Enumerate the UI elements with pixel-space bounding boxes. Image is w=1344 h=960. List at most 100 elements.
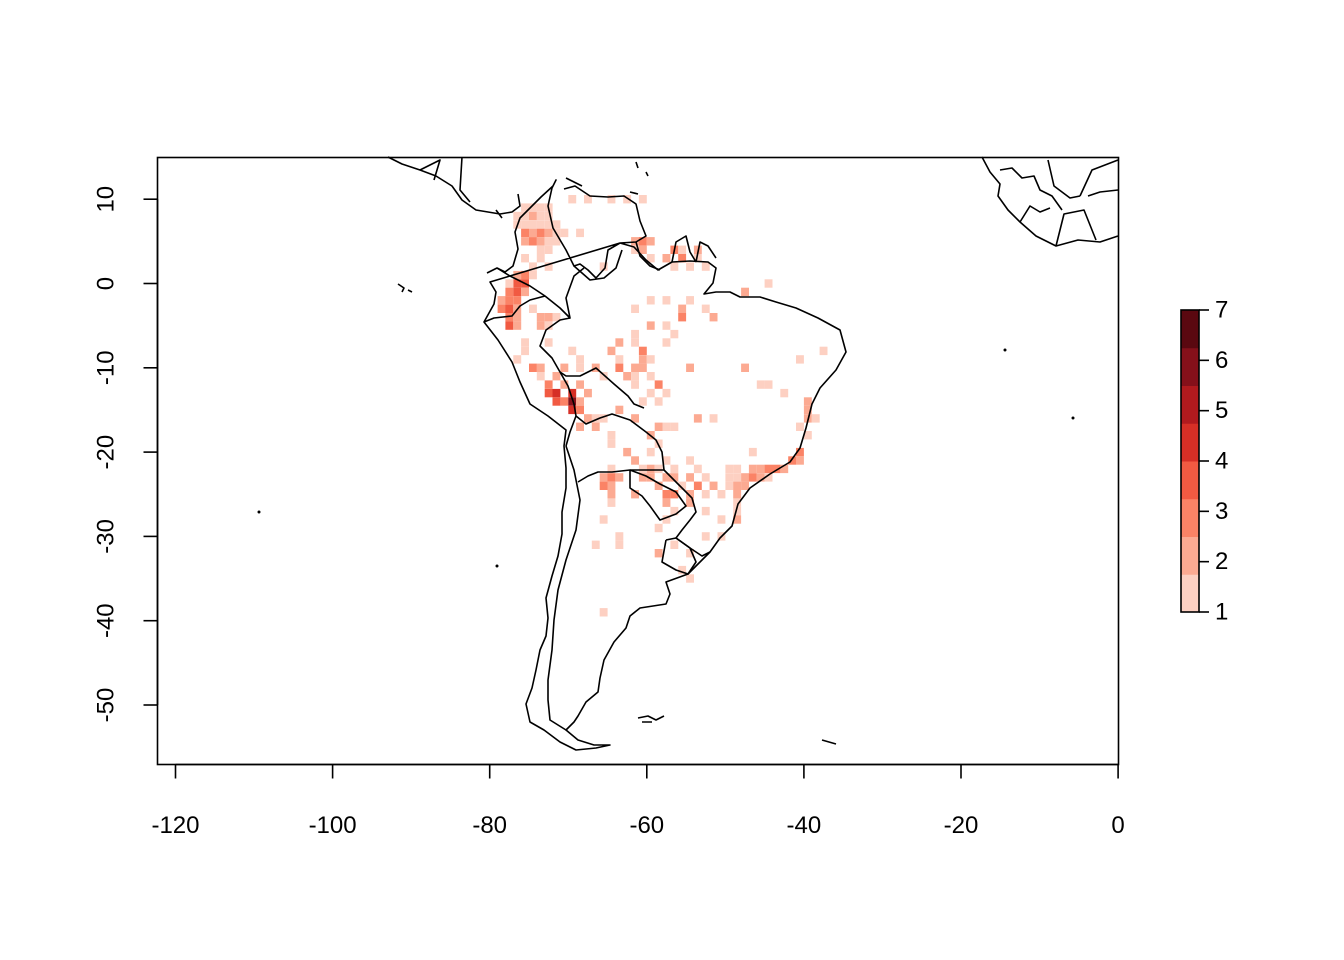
raster-cell [654,464,663,474]
raster-cell [497,304,506,313]
raster-cell [662,456,671,465]
raster-cell [638,195,647,204]
raster-cell [686,498,694,507]
raster-cell [686,490,694,499]
raster-cell [686,456,694,465]
y-tick-label: -30 [93,519,120,554]
raster-cell [529,363,537,372]
legend-swatch [1181,498,1199,537]
raster-cell [544,237,553,246]
raster-cell [584,388,592,398]
raster-cell [529,211,537,221]
raster-cell [615,540,624,549]
raster-cell [756,464,765,474]
raster-cell [796,355,804,364]
raster-cell [513,287,522,297]
raster-cell [552,220,561,229]
africa-outline [981,156,1119,247]
raster-cell [678,565,687,575]
raster-cell [693,414,702,423]
raster-cell [536,220,545,229]
raster-cell [638,363,647,372]
raster-cell [607,481,616,490]
raster-cell [670,490,679,499]
raster-cell [678,313,687,322]
raster-cell [631,363,639,372]
x-tick-label: -100 [309,812,357,839]
raster-cell [513,321,522,330]
y-tick-label: -50 [93,688,120,723]
border-uruguay [661,537,697,575]
raster-cell [646,254,655,263]
raster-cell [576,355,584,364]
raster-cell [725,464,734,474]
raster-cell [576,397,584,406]
raster-cell [631,456,639,465]
raster-cell [741,481,749,490]
raster-cell [544,228,553,238]
raster-cell [646,447,655,457]
raster-cell [607,431,616,440]
raster-cell [662,473,671,482]
border-ecuador [483,295,546,323]
raster-cell [576,405,584,415]
raster-cell [686,549,694,558]
raster-cell [607,346,616,356]
x-tick-label: -40 [787,812,822,839]
raster-cell [733,464,742,474]
y-tick-label: -40 [93,603,120,638]
y-tick-label: 10 [93,186,120,213]
raster-cell [717,490,726,499]
raster-cell [521,203,529,212]
raster-cell [544,262,553,271]
legend-swatch [1181,536,1199,575]
raster-cell [529,237,537,246]
raster-cell [733,515,742,524]
legend-swatch [1181,310,1199,349]
raster-cell [552,372,561,381]
raster-cell [536,313,545,322]
raster-cell [536,211,545,221]
raster-cell [568,195,577,204]
falkland-islands [637,715,665,723]
raster-cell [662,296,671,305]
raster-cell [741,287,749,297]
raster-cell [536,237,545,246]
raster-cell [772,464,781,474]
raster-cell [670,329,679,339]
raster-cell [615,532,624,541]
raster-cell [615,363,624,372]
raster-cell [662,515,671,524]
raster-cell [701,304,710,313]
raster-cell [615,355,624,364]
legend-swatch [1181,347,1199,386]
border-paraguay [629,469,687,521]
raster-cell [536,372,545,381]
raster-cell [552,397,561,406]
raster-cell [631,414,639,423]
raster-cell [638,464,647,474]
raster-cell [576,363,584,372]
raster-cell [568,346,577,356]
raster-cell [631,245,639,254]
raster-cell [733,490,742,499]
raster-cell [780,464,789,474]
raster-cell [654,549,663,558]
y-tick-label: -20 [93,435,120,470]
raster-cell [646,464,655,474]
color-legend: 1 2 3 4 5 6 7 [1180,297,1228,626]
border-chile-argentina [547,445,581,731]
raster-cell [654,422,663,431]
raster-cell [662,388,671,398]
raster-cell [709,313,718,322]
raster-cell [552,388,561,398]
raster-cell [631,304,639,313]
border-venezuela-guyana [635,241,661,271]
raster-cell [678,481,687,490]
raster-cell [701,473,710,482]
raster-cell [701,490,710,499]
legend-tick-label: 1 [1215,599,1228,626]
raster-cell [599,414,608,423]
raster-cell [536,203,545,212]
raster-cell [670,422,679,431]
